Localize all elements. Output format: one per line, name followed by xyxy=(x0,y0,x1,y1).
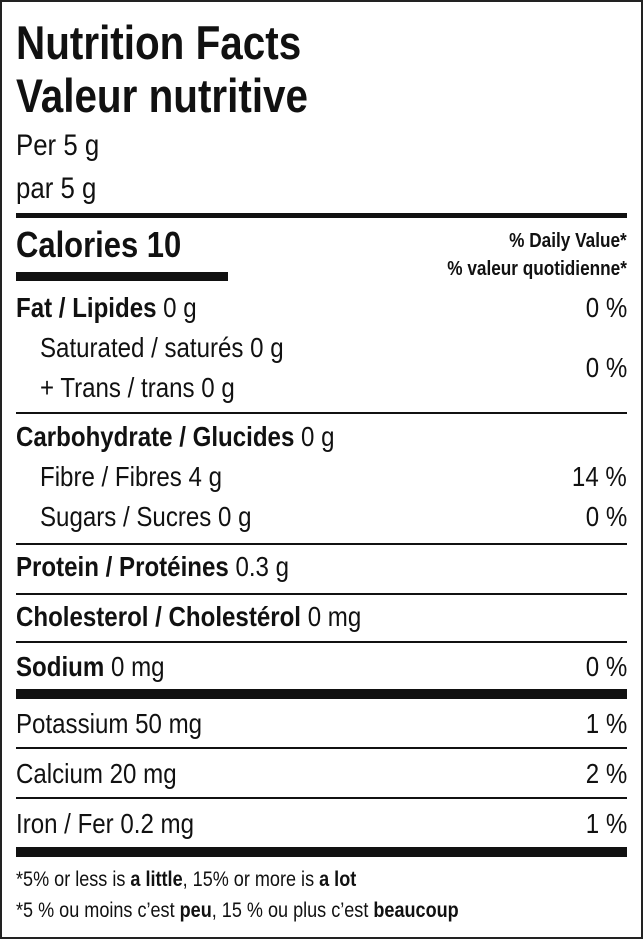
calories: Calories 10 xyxy=(16,224,181,266)
dv-header-en: % Daily Value* xyxy=(509,230,627,252)
footnote-en: *5% or less is a little, 15% or more is … xyxy=(16,868,357,891)
trans-row: + Trans / trans 0 g xyxy=(40,372,235,403)
potassium-row: Potassium 50 mg xyxy=(16,708,203,739)
serving-fr: par 5 g xyxy=(16,172,97,205)
calcium-row: Calcium 20 mg xyxy=(16,758,177,789)
iron-dv: 1 % xyxy=(585,808,627,839)
potassium-dv: 1 % xyxy=(585,708,627,739)
thick-divider xyxy=(16,213,627,218)
calories-value: 10 xyxy=(146,224,182,265)
dv-header-fr: % valeur quotidienne* xyxy=(447,258,627,280)
fibre-row: Fibre / Fibres 4 g xyxy=(40,461,223,492)
thick-divider xyxy=(16,847,627,857)
fat-dv: 0 % xyxy=(585,292,627,323)
calcium-dv: 2 % xyxy=(585,758,627,789)
divider xyxy=(16,747,627,749)
serving-en: Per 5 g xyxy=(16,129,100,162)
sugars-dv: 0 % xyxy=(585,501,627,532)
sodium-dv: 0 % xyxy=(585,651,627,682)
sat-trans-dv: 0 % xyxy=(585,352,627,383)
fibre-dv: 14 % xyxy=(572,461,627,492)
divider xyxy=(16,412,627,414)
title-en: Nutrition Facts xyxy=(16,16,302,69)
thick-divider xyxy=(16,689,627,699)
fat-row: Fat / Lipides 0 g xyxy=(16,292,197,323)
divider xyxy=(16,593,627,595)
divider xyxy=(16,641,627,643)
calories-label: Calories xyxy=(16,224,139,265)
iron-row: Iron / Fer 0.2 mg xyxy=(16,808,194,839)
calories-underline xyxy=(16,272,228,281)
protein-row: Protein / Protéines 0.3 g xyxy=(16,551,290,582)
saturated-row: Saturated / saturés 0 g xyxy=(40,332,284,363)
divider xyxy=(16,543,627,545)
cholesterol-row: Cholesterol / Cholestérol 0 mg xyxy=(16,601,362,632)
sugars-row: Sugars / Sucres 0 g xyxy=(40,501,252,532)
sodium-row: Sodium 0 mg xyxy=(16,651,165,682)
footnote-fr: *5 % ou moins c’est peu, 15 % ou plus c’… xyxy=(16,899,459,922)
title-fr: Valeur nutritive xyxy=(16,69,309,122)
divider xyxy=(16,797,627,799)
carb-row: Carbohydrate / Glucides 0 g xyxy=(16,421,335,452)
